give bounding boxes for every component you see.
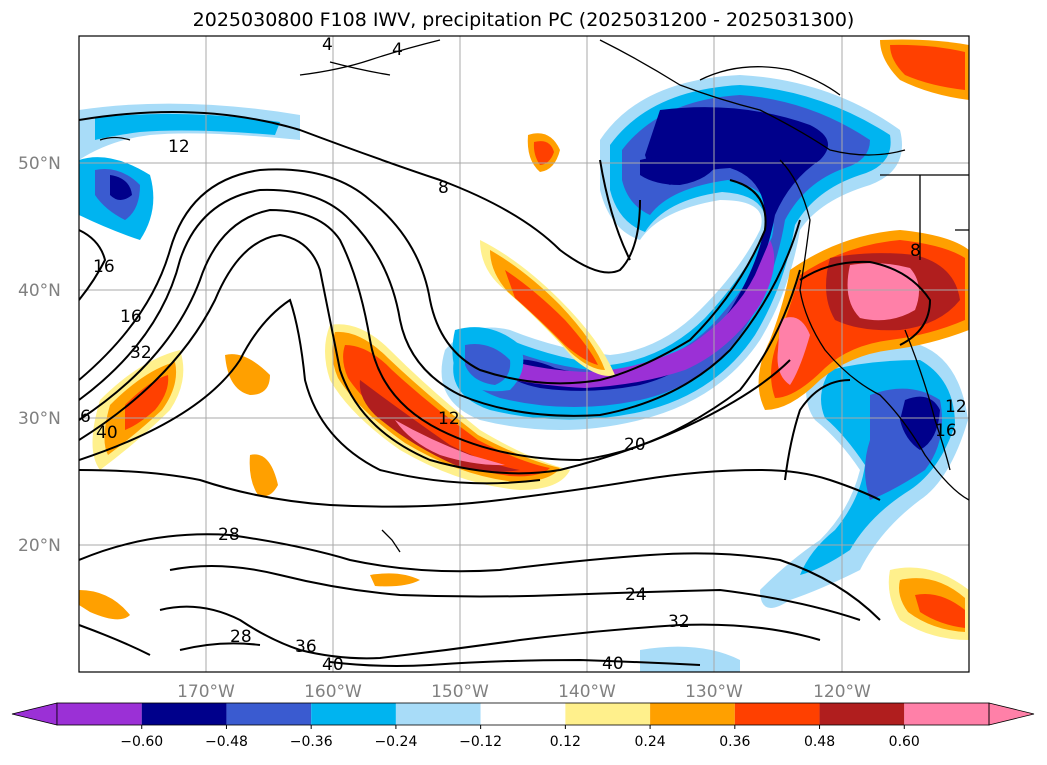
map-title: 2025030800 F108 IWV, precipitation PC (2… [192, 9, 855, 31]
colorbar-tick-label: 0.60 [889, 734, 920, 750]
contour-label: 40 [602, 654, 624, 674]
contour-label: 6 [80, 407, 91, 427]
lon-tick-label: 130°W [685, 682, 743, 702]
coastlines [99, 39, 969, 553]
contour-label: 32 [668, 612, 690, 632]
lat-tick-labels: 50°N 40°N 30°N 20°N [18, 154, 61, 556]
lat-tick-label: 30°N [18, 409, 61, 429]
lon-tick-label: 170°W [177, 682, 235, 702]
colorbar-extend-min [11, 702, 58, 726]
contour-label: 16 [93, 257, 115, 277]
colorbar-swatch [311, 703, 396, 725]
colorbar-tick-label: −0.36 [290, 734, 333, 750]
colorbar-swatch [904, 703, 989, 725]
colorbar-swatch [565, 703, 651, 725]
graticule [79, 36, 969, 672]
contour-label: 16 [120, 307, 142, 327]
colorbar-extend-max [988, 702, 1035, 726]
contour-label: 24 [625, 585, 647, 605]
colorbar-tick-label: 0.12 [550, 734, 581, 750]
colorbar-swatch [226, 703, 312, 725]
colorbar-tick-label: −0.48 [205, 734, 248, 750]
colorbar-swatch [480, 703, 566, 725]
contour-label: 12 [168, 137, 190, 157]
contour-label: 12 [945, 397, 967, 417]
lon-tick-labels: 170°W 160°W 150°W 140°W 130°W 120°W [177, 682, 871, 702]
contour-label: 40 [96, 423, 118, 443]
colorbar-tick-label: −0.24 [374, 734, 417, 750]
shade-pos-center-core [395, 420, 505, 466]
contour-label: 16 [935, 421, 957, 441]
contour-label: 4 [322, 35, 333, 55]
colorbar-swatch [819, 703, 905, 725]
colorbar-swatch [650, 703, 735, 725]
contour-label: 40 [322, 655, 344, 675]
map-frame [78, 35, 970, 673]
contour-label: 12 [438, 409, 460, 429]
contour-label: 28 [230, 627, 252, 647]
contour-label: 28 [218, 525, 240, 545]
shade-neg-hook-purple [484, 240, 775, 388]
colorbar-tick-label: −0.60 [120, 734, 163, 750]
precip-shading [79, 39, 969, 672]
colorbar-swatch [57, 703, 142, 725]
shade-neg-nw-core [95, 113, 280, 140]
shade-pos-ca-core [847, 263, 919, 321]
lat-tick-label: 50°N [18, 154, 61, 174]
lon-tick-label: 150°W [431, 682, 489, 702]
colorbar-swatch [141, 703, 227, 725]
contour-labels: 4 4 12 8 16 16 32 6 40 12 20 28 28 36 40… [80, 35, 967, 675]
contour-label: 8 [910, 241, 921, 261]
lon-tick-label: 120°W [813, 682, 871, 702]
lon-tick-label: 160°W [304, 682, 362, 702]
colorbar-swatch [734, 703, 820, 725]
contour-label: 20 [624, 435, 646, 455]
map-area: 4 4 12 8 16 16 32 6 40 12 20 28 28 36 40… [79, 35, 969, 675]
colorbar: −0.60 −0.48 −0.36 −0.24 −0.12 0.12 0.24 0.36 0.4… [11, 702, 1035, 750]
lat-tick-label: 40°N [18, 281, 61, 301]
lon-tick-label: 140°W [558, 682, 616, 702]
colorbar-tick-label: 0.24 [635, 734, 666, 750]
contour-label: 36 [295, 637, 317, 657]
iwv-contours [79, 111, 932, 667]
colorbar-tick-label: 0.36 [719, 734, 750, 750]
colorbar-tick-label: −0.12 [459, 734, 502, 750]
contour-label: 32 [130, 343, 152, 363]
contour-label: 8 [438, 178, 449, 198]
lat-tick-label: 20°N [18, 536, 61, 556]
colorbar-swatch [395, 703, 481, 725]
colorbar-tick-label: 0.48 [804, 734, 835, 750]
colorbar-frame [56, 702, 990, 726]
contour-label: 4 [392, 40, 403, 60]
